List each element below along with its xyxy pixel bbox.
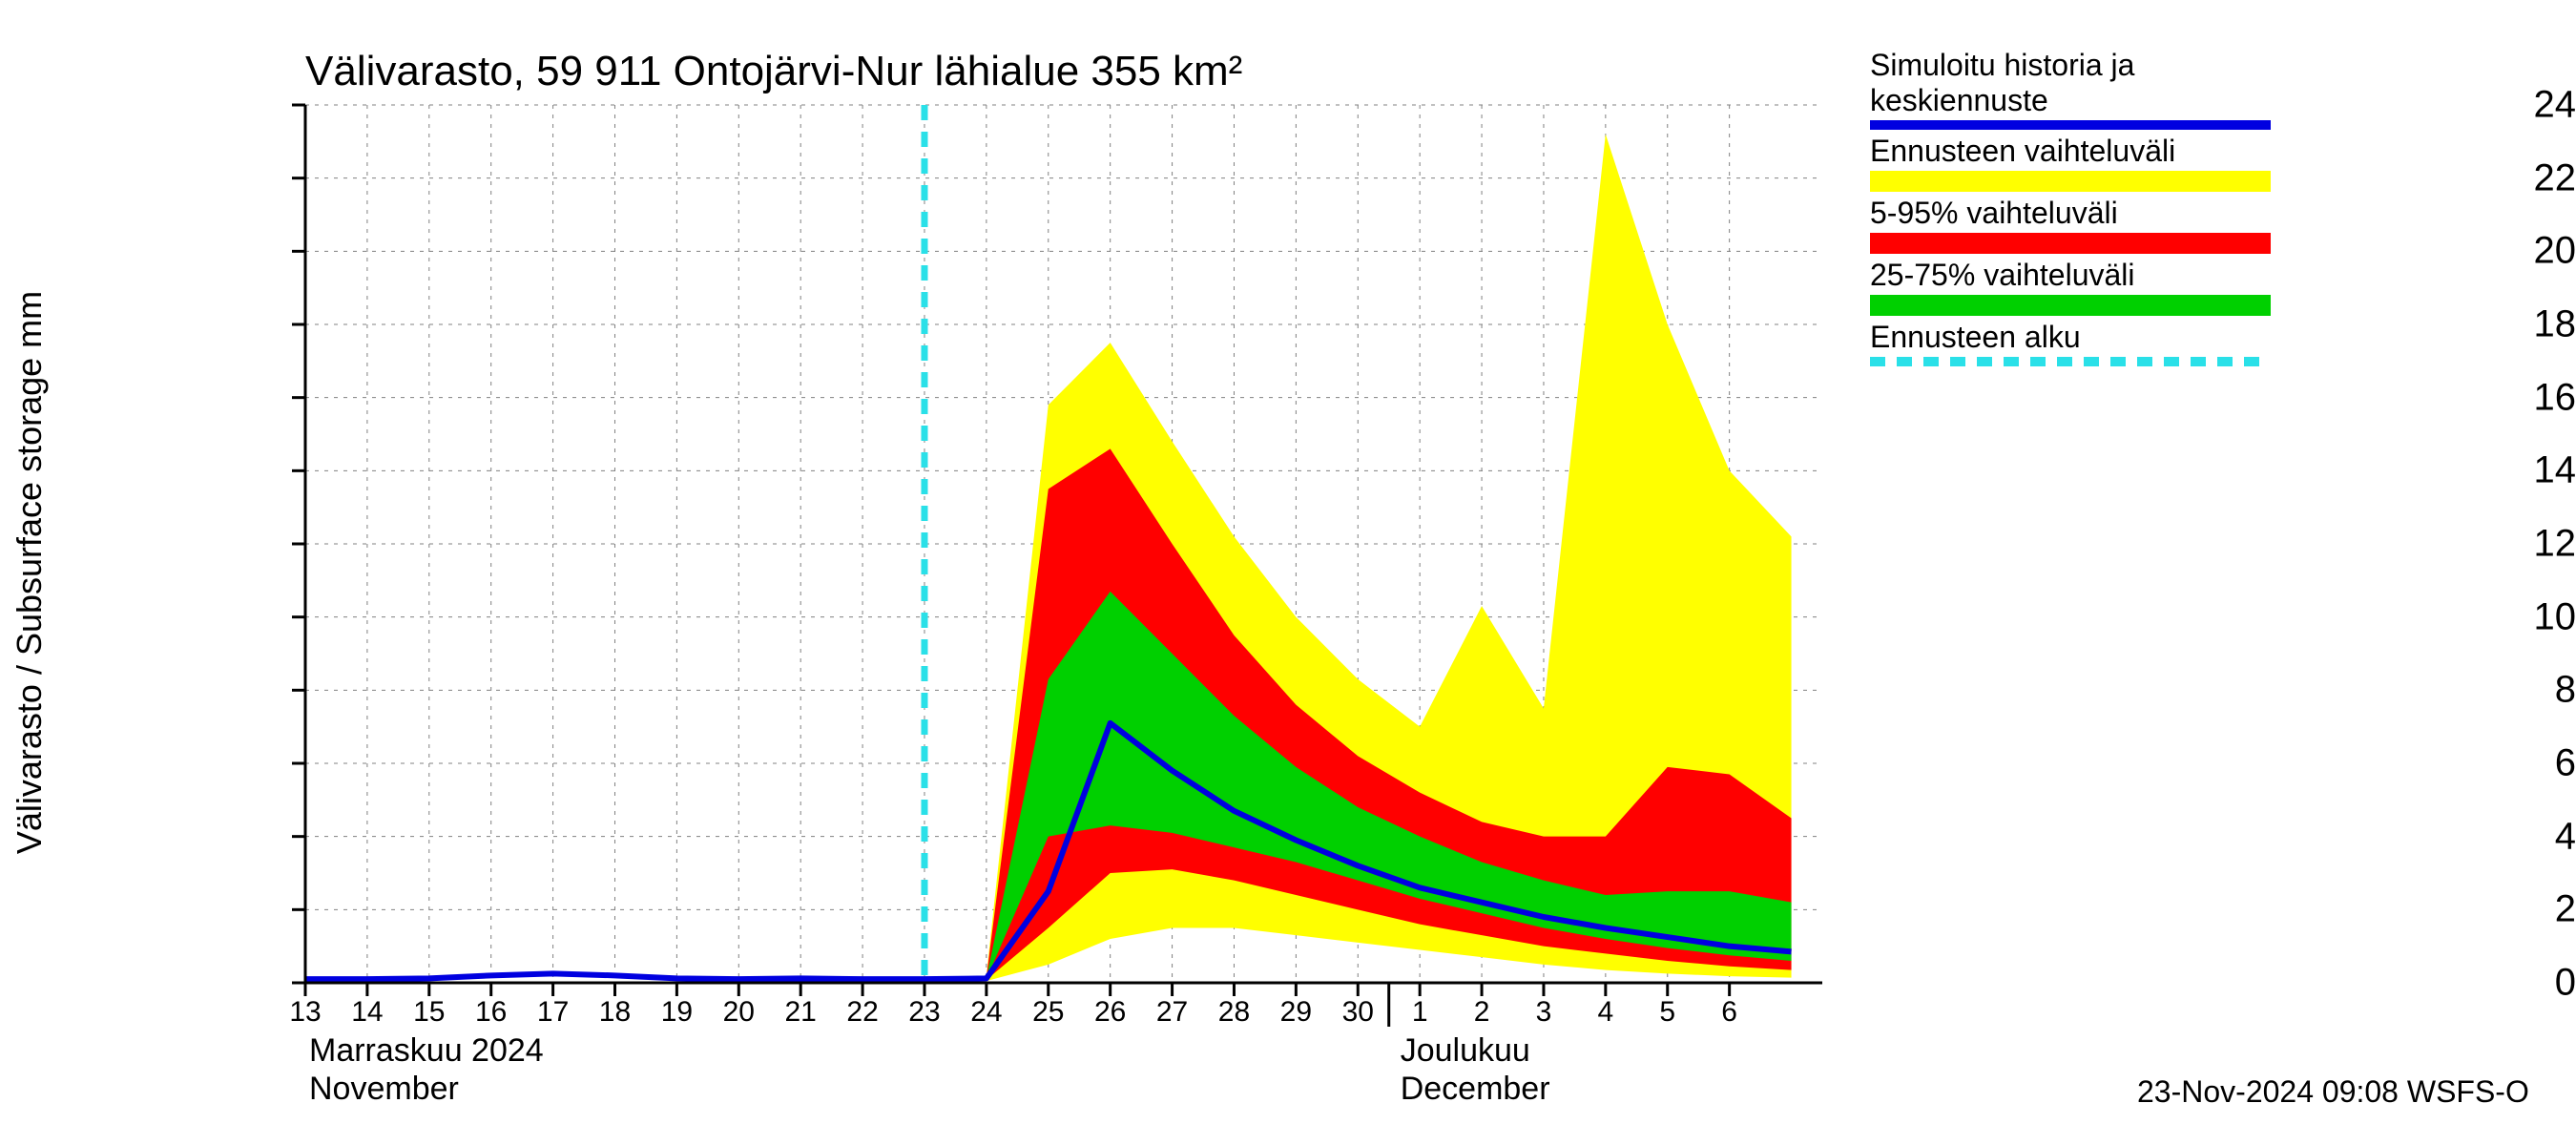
x-tick: 21 [784, 996, 816, 1029]
legend-entry: Ennusteen vaihteluväli [1870, 134, 2290, 192]
y-tick: 16 [2294, 376, 2576, 419]
y-tick: 8 [2294, 669, 2576, 712]
y-tick: 14 [2294, 449, 2576, 492]
x-tick: 14 [351, 996, 383, 1029]
y-tick: 2 [2294, 888, 2576, 931]
x-tick: 22 [846, 996, 878, 1029]
x-tick: 2 [1474, 996, 1490, 1029]
x-tick: 28 [1218, 996, 1250, 1029]
x-tick: 13 [289, 996, 321, 1029]
x-tick: 15 [413, 996, 445, 1029]
legend-entry: Ennusteen alku [1870, 320, 2290, 366]
legend-entry: 5-95% vaihteluväli [1870, 196, 2290, 254]
x-tick: 23 [908, 996, 940, 1029]
x-tick: 5 [1659, 996, 1675, 1029]
x-tick: 29 [1280, 996, 1312, 1029]
x-tick: 3 [1536, 996, 1552, 1029]
timestamp-label: 23-Nov-2024 09:08 WSFS-O [2137, 1074, 2529, 1110]
legend-swatch [1870, 120, 2271, 130]
x-tick: 19 [661, 996, 693, 1029]
legend-swatch [1870, 295, 2271, 316]
x-tick: 6 [1721, 996, 1737, 1029]
legend-swatch [1870, 171, 2271, 192]
y-tick: 6 [2294, 742, 2576, 785]
y-tick: 24 [2294, 84, 2576, 127]
legend-swatch [1870, 233, 2271, 254]
y-tick: 22 [2294, 156, 2576, 199]
x-tick: 16 [475, 996, 507, 1029]
legend: Simuloitu historia ja keskiennuste Ennust… [1870, 48, 2290, 370]
x-tick: 25 [1032, 996, 1064, 1029]
x-tick: 24 [970, 996, 1002, 1029]
x-tick: 1 [1412, 996, 1428, 1029]
legend-label: Ennusteen vaihteluväli [1870, 134, 2290, 169]
legend-label: 5-95% vaihteluväli [1870, 196, 2290, 231]
y-tick: 4 [2294, 815, 2576, 858]
y-tick: 0 [2294, 962, 2576, 1005]
x-tick: 4 [1598, 996, 1614, 1029]
y-tick: 18 [2294, 303, 2576, 346]
month-label-left-2: November [309, 1071, 459, 1108]
y-tick: 20 [2294, 230, 2576, 273]
month-label-left-1: Marraskuu 2024 [309, 1032, 544, 1070]
month-label-right-1: Joulukuu [1401, 1032, 1530, 1070]
legend-label: Ennusteen alku [1870, 320, 2290, 355]
month-label-right-2: December [1401, 1071, 1550, 1108]
y-tick: 10 [2294, 595, 2576, 638]
chart-container: Välivarasto / Subsurface storage mm 0246… [0, 0, 2576, 1145]
x-tick: 17 [537, 996, 569, 1029]
x-tick: 18 [599, 996, 631, 1029]
legend-label: 25-75% vaihteluväli [1870, 258, 2290, 293]
y-tick: 12 [2294, 523, 2576, 566]
x-tick: 20 [723, 996, 755, 1029]
legend-entry: 25-75% vaihteluväli [1870, 258, 2290, 316]
x-tick: 27 [1156, 996, 1188, 1029]
x-tick: 26 [1094, 996, 1126, 1029]
chart-title: Välivarasto, 59 911 Ontojärvi-Nur lähial… [305, 48, 1242, 95]
legend-swatch [1870, 357, 2271, 366]
legend-entry: Simuloitu historia ja keskiennuste [1870, 48, 2290, 130]
x-tick: 30 [1342, 996, 1374, 1029]
legend-label: Simuloitu historia ja keskiennuste [1870, 48, 2290, 118]
